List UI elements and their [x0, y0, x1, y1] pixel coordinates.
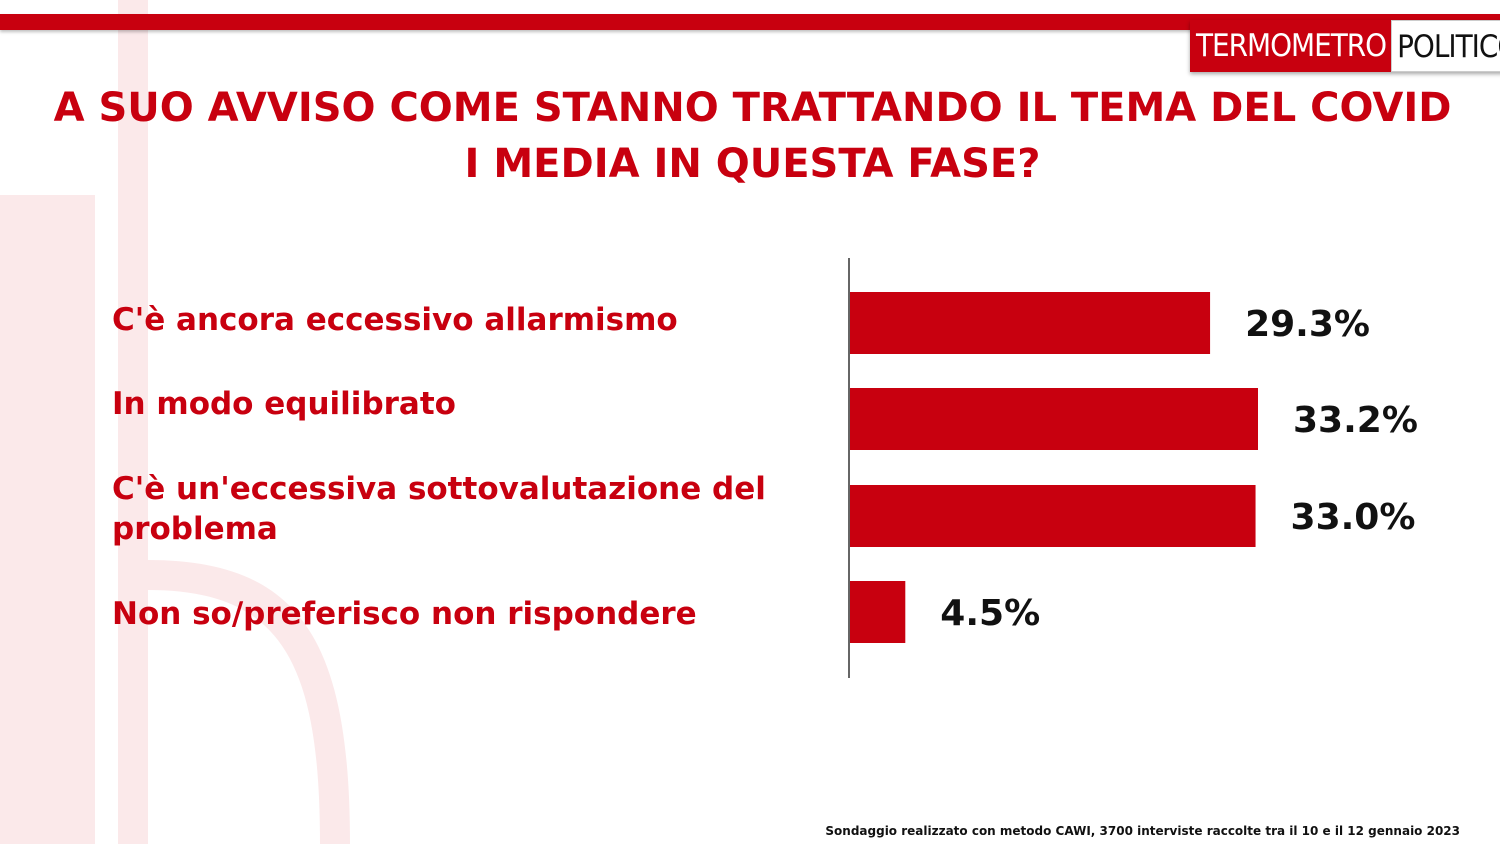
category-label-1: C'è ancora eccessivo allarmismo	[112, 302, 678, 338]
bar-value-label-4: 4.5%	[940, 593, 1040, 634]
category-label-4: Non so/preferisco non rispondere	[112, 596, 697, 632]
bar-3	[850, 485, 1256, 547]
bar-value-label-3: 33.0%	[1291, 497, 1416, 538]
logo-text-secondary: POLITICO	[1391, 20, 1500, 72]
category-label-3: C'è un'eccessiva sottovalutazione del pr…	[112, 471, 766, 547]
bar-2	[850, 388, 1258, 450]
header-bar	[0, 14, 1500, 30]
bar-4	[850, 581, 906, 643]
logo-text-primary: TERMOMETRO	[1190, 20, 1392, 72]
bar-value-label-1: 29.3%	[1245, 304, 1370, 345]
footnote: Sondaggio realizzato con metodo CAWI, 37…	[825, 824, 1460, 838]
bar-value-label-2: 33.2%	[1293, 400, 1418, 441]
chart-title: A SUO AVVISO COME STANNO TRATTANDO IL TE…	[53, 85, 1452, 187]
bar-1	[850, 292, 1211, 354]
brand-logo: TERMOMETRO POLITICO	[1190, 20, 1500, 72]
category-label-2: In modo equilibrato	[112, 386, 456, 422]
